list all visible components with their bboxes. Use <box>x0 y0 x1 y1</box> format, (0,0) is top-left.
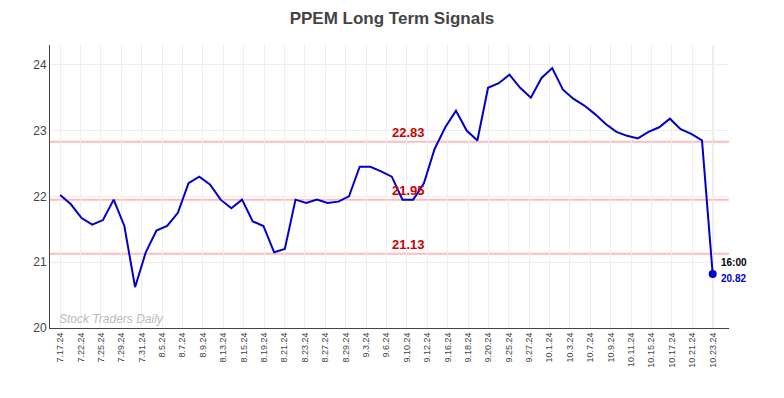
svg-text:9.12.24: 9.12.24 <box>422 333 432 363</box>
svg-text:8.27.24: 8.27.24 <box>320 333 330 363</box>
svg-text:9.27.24: 9.27.24 <box>524 333 534 363</box>
svg-text:9.6.24: 9.6.24 <box>381 333 391 358</box>
svg-text:7.25.24: 7.25.24 <box>96 333 106 363</box>
svg-text:10.15.24: 10.15.24 <box>646 333 656 368</box>
svg-text:9.3.24: 9.3.24 <box>361 333 371 358</box>
svg-text:23: 23 <box>33 124 47 138</box>
svg-text:8.19.24: 8.19.24 <box>259 333 269 363</box>
svg-text:9.18.24: 9.18.24 <box>463 333 473 363</box>
svg-text:7.31.24: 7.31.24 <box>137 333 147 363</box>
svg-text:9.25.24: 9.25.24 <box>504 333 514 363</box>
svg-text:22: 22 <box>33 190 47 204</box>
svg-text:8.23.24: 8.23.24 <box>300 333 310 363</box>
svg-text:8.9.24: 8.9.24 <box>198 333 208 358</box>
svg-text:21: 21 <box>33 255 47 269</box>
svg-text:7.29.24: 7.29.24 <box>116 333 126 363</box>
svg-text:8.15.24: 8.15.24 <box>239 333 249 363</box>
svg-text:9.20.24: 9.20.24 <box>483 333 493 363</box>
svg-text:21.13: 21.13 <box>392 237 425 252</box>
svg-text:10.7.24: 10.7.24 <box>585 333 595 363</box>
svg-text:16:00: 16:00 <box>721 257 747 268</box>
svg-text:24: 24 <box>33 58 47 72</box>
svg-text:20: 20 <box>33 321 47 335</box>
svg-text:PPEM Long Term Signals: PPEM Long Term Signals <box>290 9 495 28</box>
svg-text:21.95: 21.95 <box>392 183 425 198</box>
svg-text:22.83: 22.83 <box>392 125 425 140</box>
svg-text:8.29.24: 8.29.24 <box>341 333 351 363</box>
svg-text:20.82: 20.82 <box>721 273 746 284</box>
svg-text:10.21.24: 10.21.24 <box>687 333 697 368</box>
svg-text:8.13.24: 8.13.24 <box>218 333 228 363</box>
svg-text:7.22.24: 7.22.24 <box>76 333 86 363</box>
svg-text:10.23.24: 10.23.24 <box>708 333 718 368</box>
svg-text:10.1.24: 10.1.24 <box>544 333 554 363</box>
svg-text:8.5.24: 8.5.24 <box>157 333 167 358</box>
svg-text:Stock Traders Daily: Stock Traders Daily <box>59 312 164 326</box>
svg-text:10.17.24: 10.17.24 <box>667 333 677 368</box>
svg-text:10.9.24: 10.9.24 <box>606 333 616 363</box>
svg-text:10.3.24: 10.3.24 <box>565 333 575 363</box>
svg-text:8.7.24: 8.7.24 <box>177 333 187 358</box>
svg-text:10.11.24: 10.11.24 <box>626 333 636 367</box>
svg-text:7.17.24: 7.17.24 <box>55 333 65 363</box>
svg-text:9.10.24: 9.10.24 <box>402 333 412 363</box>
svg-text:9.16.24: 9.16.24 <box>443 333 453 363</box>
svg-text:8.21.24: 8.21.24 <box>279 333 289 363</box>
